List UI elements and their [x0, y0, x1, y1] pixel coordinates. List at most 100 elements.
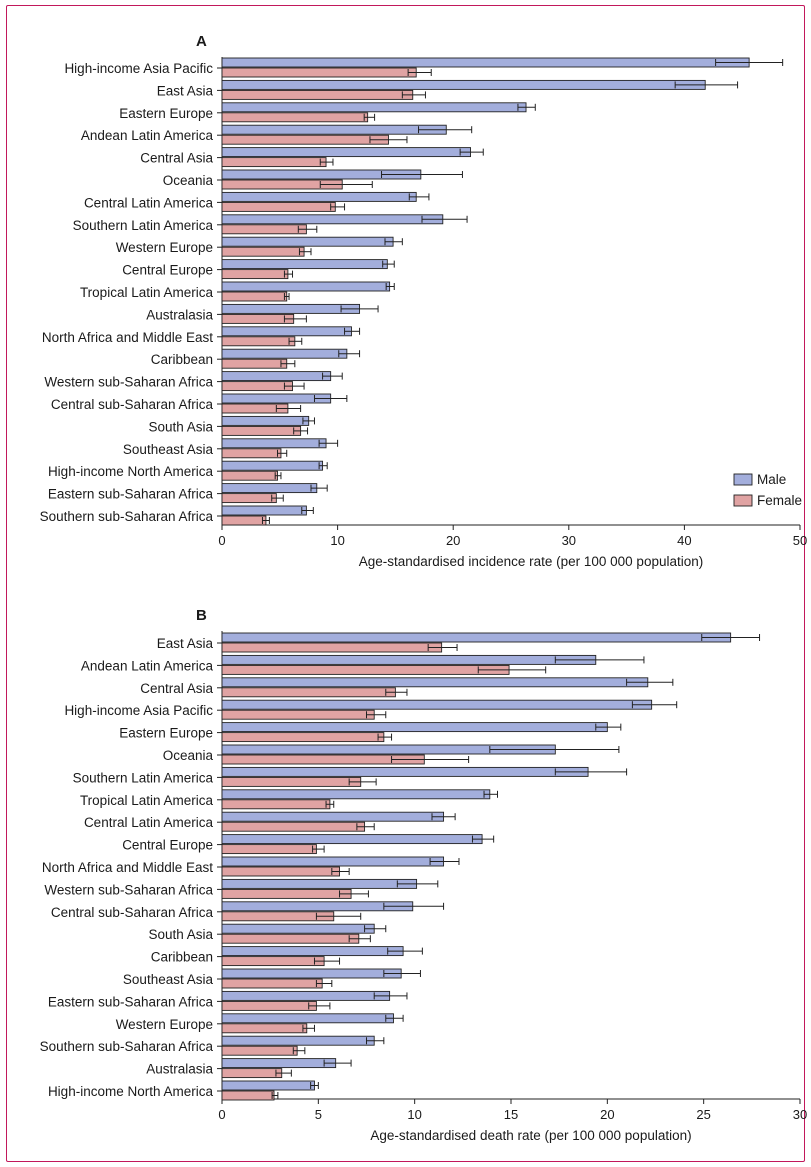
category-label: South Asia	[148, 927, 213, 942]
category-label: Central Europe	[122, 263, 213, 278]
male-bar	[221, 946, 404, 957]
female-bar	[221, 224, 307, 235]
male-bar	[221, 415, 310, 426]
x-tick-label: 0	[218, 1107, 225, 1122]
female-bar	[221, 336, 296, 347]
male-bar	[221, 438, 327, 449]
male-bar	[221, 766, 589, 777]
male-bar	[221, 990, 391, 1001]
male-bar	[221, 259, 388, 270]
legend-label-male: Male	[757, 472, 786, 487]
category-label: Western Europe	[116, 240, 213, 255]
female-bar	[221, 866, 340, 877]
female-bar	[221, 201, 336, 212]
female-bar	[221, 1000, 317, 1011]
category-label: High-income North America	[48, 464, 214, 479]
male-bar	[221, 371, 332, 382]
male-bar	[221, 811, 445, 822]
male-bar	[221, 236, 394, 247]
female-bar	[221, 664, 510, 675]
category-label: Western sub-Saharan Africa	[44, 375, 213, 390]
panel-label-b: B	[196, 607, 207, 624]
female-bar	[221, 67, 417, 78]
male-bar	[221, 303, 361, 314]
female-bar	[221, 933, 360, 944]
category-label: Central Europe	[122, 838, 213, 853]
x-tick-label: 25	[696, 1107, 710, 1122]
male-bar	[221, 191, 417, 202]
female-bar	[221, 709, 375, 720]
female-bar	[221, 799, 331, 810]
category-label: Western sub-Saharan Africa	[44, 882, 213, 897]
male-bar	[221, 483, 318, 494]
x-tick-label: 40	[677, 533, 691, 548]
x-tick-label: 20	[446, 533, 460, 548]
category-label: Eastern Europe	[119, 106, 213, 121]
category-label: Eastern sub-Saharan Africa	[48, 487, 214, 502]
category-label: Western Europe	[116, 1017, 213, 1032]
category-label: East Asia	[157, 83, 214, 98]
male-bar	[221, 632, 732, 643]
category-label: Central Asia	[140, 151, 213, 166]
category-label: Tropical Latin America	[80, 793, 214, 808]
category-label: Central Latin America	[84, 815, 214, 830]
category-label: North Africa and Middle East	[42, 330, 213, 345]
female-bar	[221, 1045, 298, 1056]
female-bar	[221, 776, 362, 787]
male-bar	[221, 79, 706, 90]
category-label: Central Asia	[140, 681, 213, 696]
male-bar	[221, 856, 445, 867]
legend-swatch-male	[733, 473, 753, 486]
legend-swatch-female	[733, 494, 753, 507]
category-label: Caribbean	[151, 950, 213, 965]
male-bar	[221, 968, 402, 979]
category-label: Caribbean	[151, 352, 213, 367]
male-bar	[221, 1080, 315, 1091]
x-axis-title: Age-standardised death rate (per 100 000…	[370, 1128, 691, 1143]
category-label: Central sub-Saharan Africa	[51, 397, 214, 412]
female-bar	[221, 291, 288, 302]
category-label: Australasia	[146, 1062, 213, 1077]
legend-label-female: Female	[757, 493, 802, 508]
male-bar	[221, 348, 348, 359]
male-bar	[221, 102, 527, 113]
category-label: Southern Latin America	[73, 770, 214, 785]
male-bar	[221, 147, 471, 158]
category-label: Andean Latin America	[81, 658, 214, 673]
chart-panel-a: 0 10 20 30 40 50 Age-standardised incidence ra…	[40, 57, 807, 569]
female-bar	[221, 89, 414, 100]
male-bar	[221, 124, 447, 135]
female-bar	[221, 425, 302, 436]
male-bar	[221, 699, 653, 710]
female-bar	[221, 493, 277, 504]
category-label: Oceania	[163, 173, 214, 188]
female-bar	[221, 246, 305, 257]
x-tick-label: 10	[407, 1107, 421, 1122]
x-tick-label: 50	[793, 533, 807, 548]
category-label: High-income Asia Pacific	[64, 703, 213, 718]
male-bar	[221, 57, 750, 68]
category-label: North Africa and Middle East	[42, 860, 213, 875]
female-bar	[221, 732, 385, 743]
female-bar	[221, 844, 317, 855]
female-bar	[221, 358, 288, 369]
female-bar	[221, 956, 325, 967]
category-label: Tropical Latin America	[80, 285, 214, 300]
female-bar	[221, 269, 289, 280]
x-tick-label: 0	[218, 533, 225, 548]
x-axis-title: Age-standardised incidence rate (per 100…	[359, 554, 703, 569]
category-label: South Asia	[148, 419, 213, 434]
female-bar	[221, 381, 293, 392]
panel-label-a: A	[196, 33, 207, 50]
x-tick-label: 15	[504, 1107, 518, 1122]
category-label: Southern sub-Saharan Africa	[40, 509, 214, 524]
category-label: Eastern sub-Saharan Africa	[48, 994, 214, 1009]
female-bar	[221, 1090, 275, 1101]
x-tick-label: 5	[315, 1107, 322, 1122]
category-label: Southern Latin America	[73, 218, 214, 233]
category-label: Central sub-Saharan Africa	[51, 905, 214, 920]
category-label: Southern sub-Saharan Africa	[40, 1039, 214, 1054]
male-bar	[221, 1013, 394, 1024]
male-bar	[221, 1058, 337, 1069]
